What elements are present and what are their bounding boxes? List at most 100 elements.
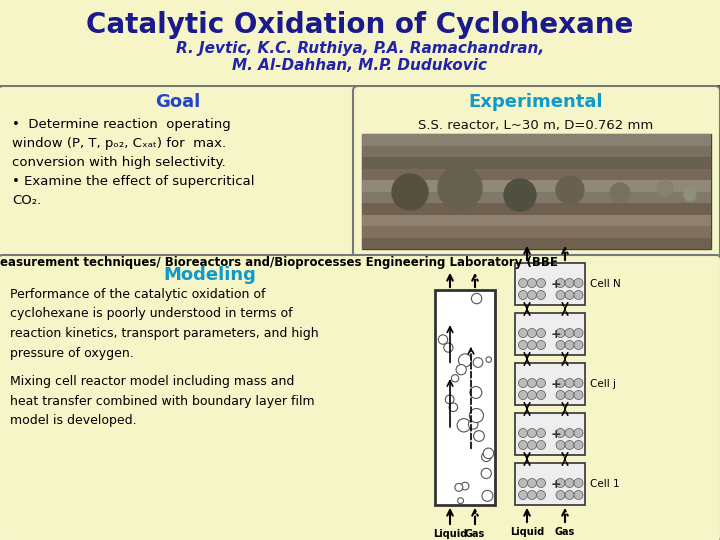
Circle shape (574, 328, 583, 338)
Circle shape (445, 395, 454, 404)
Bar (515, 413, 585, 455)
Bar (362, 226, 711, 238)
Circle shape (536, 478, 546, 488)
Circle shape (459, 354, 472, 367)
Circle shape (574, 490, 583, 500)
Circle shape (456, 364, 467, 375)
Circle shape (455, 483, 463, 491)
Circle shape (536, 291, 546, 300)
Circle shape (574, 379, 583, 388)
Text: Liquid: Liquid (510, 527, 544, 537)
Circle shape (565, 279, 574, 287)
Circle shape (536, 490, 546, 500)
Circle shape (565, 490, 574, 500)
Circle shape (474, 430, 485, 441)
Circle shape (565, 379, 574, 388)
Text: •  Determine reaction  operating: • Determine reaction operating (12, 118, 230, 131)
Circle shape (518, 478, 528, 488)
Circle shape (536, 429, 546, 437)
Text: S.S. reactor, L~30 m, D=0.762 mm: S.S. reactor, L~30 m, D=0.762 mm (418, 119, 654, 132)
Circle shape (556, 279, 565, 287)
Circle shape (536, 390, 546, 400)
Circle shape (536, 279, 546, 287)
Bar (515, 363, 585, 405)
Circle shape (528, 328, 536, 338)
Bar (362, 238, 711, 249)
Circle shape (470, 387, 482, 399)
Bar (362, 214, 711, 226)
Circle shape (518, 328, 528, 338)
Circle shape (565, 429, 574, 437)
Circle shape (483, 448, 494, 458)
Circle shape (472, 293, 482, 303)
Text: Cell N: Cell N (590, 279, 621, 289)
Circle shape (684, 189, 696, 201)
Circle shape (574, 478, 583, 488)
Circle shape (556, 328, 565, 338)
Circle shape (528, 379, 536, 388)
Circle shape (518, 390, 528, 400)
Circle shape (518, 429, 528, 437)
Text: Gas: Gas (555, 527, 575, 537)
Circle shape (556, 379, 565, 388)
Circle shape (482, 490, 493, 501)
Circle shape (457, 418, 470, 432)
Bar (435, 290, 495, 505)
Circle shape (518, 441, 528, 449)
Circle shape (458, 498, 464, 504)
Circle shape (528, 490, 536, 500)
Circle shape (556, 441, 565, 449)
Text: +: + (550, 477, 561, 490)
FancyBboxPatch shape (362, 134, 711, 249)
Circle shape (574, 441, 583, 449)
Circle shape (449, 403, 458, 411)
Circle shape (565, 390, 574, 400)
FancyBboxPatch shape (0, 86, 358, 258)
Text: Liquid: Liquid (433, 529, 467, 539)
Bar (515, 463, 585, 505)
Circle shape (565, 478, 574, 488)
Circle shape (536, 328, 546, 338)
FancyBboxPatch shape (0, 255, 720, 540)
Circle shape (438, 166, 482, 210)
Circle shape (438, 335, 448, 344)
Circle shape (518, 291, 528, 300)
Circle shape (556, 390, 565, 400)
Circle shape (556, 341, 565, 349)
Circle shape (574, 279, 583, 287)
Circle shape (444, 343, 453, 352)
Circle shape (473, 357, 483, 367)
Text: M. Al-Dahhan, M.P. Dudukovic: M. Al-Dahhan, M.P. Dudukovic (233, 57, 487, 72)
Bar (515, 313, 585, 355)
FancyBboxPatch shape (353, 86, 720, 258)
Circle shape (556, 478, 565, 488)
Bar (362, 203, 711, 214)
Circle shape (565, 291, 574, 300)
Text: easurement techniques/ Bioreactors and/Bioprocesses Engineering Laboratory (BBE: easurement techniques/ Bioreactors and/B… (0, 256, 558, 269)
Text: Cell 1: Cell 1 (590, 479, 620, 489)
Circle shape (481, 468, 491, 478)
Circle shape (528, 279, 536, 287)
Text: +: + (550, 278, 561, 291)
Text: CO₂.: CO₂. (12, 194, 41, 207)
Circle shape (574, 341, 583, 349)
Text: conversion with high selectivity.: conversion with high selectivity. (12, 156, 226, 169)
Text: window (P, T, pₒ₂, Cₓₐₜ) for  max.: window (P, T, pₒ₂, Cₓₐₜ) for max. (12, 137, 226, 150)
Text: Catalytic Oxidation of Cyclohexane: Catalytic Oxidation of Cyclohexane (86, 11, 634, 39)
Text: • Examine the effect of supercritical: • Examine the effect of supercritical (12, 175, 254, 188)
Circle shape (482, 452, 491, 462)
Circle shape (610, 183, 630, 203)
Circle shape (536, 341, 546, 349)
Bar (362, 157, 711, 168)
Text: +: + (550, 377, 561, 390)
Bar (362, 145, 711, 157)
Bar (362, 192, 711, 203)
Circle shape (528, 478, 536, 488)
Bar (362, 134, 711, 145)
Circle shape (469, 408, 483, 422)
Circle shape (556, 176, 584, 204)
Text: Mixing cell reactor model including mass and
heat transfer combined with boundar: Mixing cell reactor model including mass… (10, 375, 315, 427)
Circle shape (556, 429, 565, 437)
Circle shape (536, 441, 546, 449)
Circle shape (486, 357, 492, 362)
